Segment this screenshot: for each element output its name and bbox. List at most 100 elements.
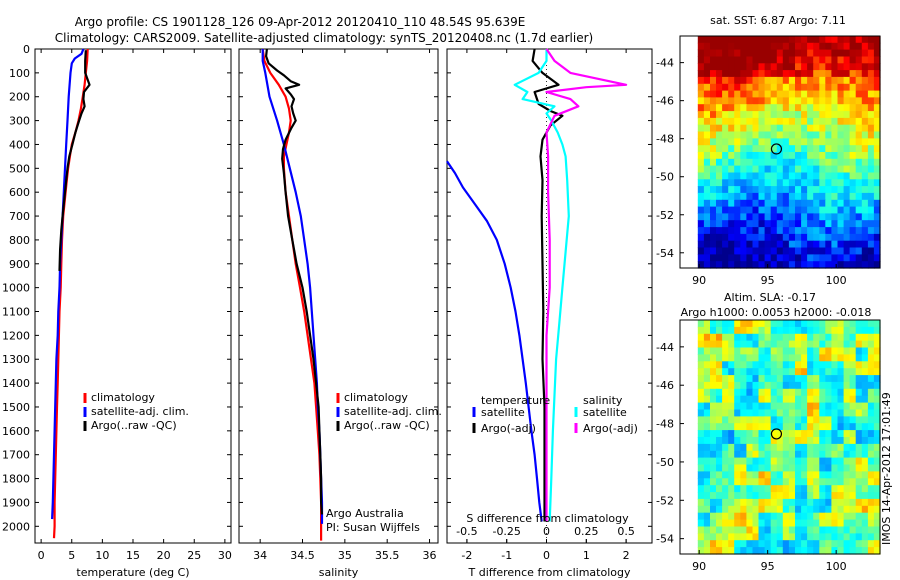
map-cell	[855, 233, 863, 242]
map-cell	[873, 145, 881, 153]
map-cell	[722, 347, 729, 355]
map-cell	[722, 492, 729, 500]
map-cell	[807, 361, 814, 369]
map-cell	[873, 347, 881, 355]
map-cell	[740, 186, 747, 194]
map-cell	[703, 443, 711, 452]
map-cell	[831, 540, 839, 548]
map-cell	[697, 111, 705, 119]
map-cell	[795, 76, 802, 85]
map-cell	[770, 505, 778, 514]
map-cell	[776, 117, 784, 126]
map-cell	[843, 540, 851, 548]
map-cell	[825, 368, 832, 376]
map-cell	[746, 505, 754, 514]
map-cell	[764, 512, 772, 521]
map-cell	[776, 56, 784, 64]
annotation-line: Argo Australia	[326, 507, 404, 520]
map-cell	[716, 254, 723, 262]
map-cell	[746, 423, 754, 431]
map-cell	[831, 111, 839, 119]
map-cell	[746, 326, 754, 335]
map-cell	[873, 90, 881, 98]
map-cell	[697, 104, 705, 112]
map-cell	[746, 76, 754, 85]
map-cell	[837, 368, 845, 376]
map-cell	[795, 90, 802, 98]
map-cell	[722, 240, 729, 249]
map-cell	[788, 450, 796, 459]
map-cell	[728, 526, 735, 534]
map-cell	[758, 395, 766, 404]
map-cell	[795, 247, 802, 255]
map-cell	[722, 450, 729, 459]
map-cell	[746, 97, 754, 105]
map-cell	[740, 333, 747, 342]
map-cell	[843, 49, 851, 57]
map-cell	[752, 254, 760, 262]
map-cell	[843, 90, 851, 98]
map-cell	[873, 388, 881, 397]
map-cell	[825, 186, 832, 194]
map-cell	[758, 547, 766, 555]
x-tick-label: 35	[338, 549, 352, 562]
map-cell	[843, 97, 851, 105]
map-cell	[801, 485, 808, 493]
map-cell	[746, 347, 754, 355]
map-cell	[782, 104, 790, 112]
map-cell	[703, 124, 711, 133]
map-cell	[819, 186, 826, 194]
map-cell	[716, 179, 723, 187]
map-cell	[849, 388, 857, 397]
map-cell	[764, 206, 772, 214]
legend-label: satellite	[481, 406, 525, 419]
map-cell	[837, 240, 845, 249]
map-cell	[764, 56, 772, 64]
map-cell	[710, 145, 717, 153]
map-cell	[710, 492, 717, 500]
map-cell	[867, 97, 875, 105]
map-cell	[843, 254, 851, 262]
map-cell	[867, 354, 875, 362]
map-cell	[795, 240, 802, 249]
map-cell	[807, 492, 814, 500]
map-cell	[788, 416, 796, 424]
series-line	[265, 48, 324, 515]
map-cell	[873, 261, 881, 269]
map-cell	[728, 36, 735, 44]
map-cell	[849, 430, 857, 438]
map-cell	[722, 402, 729, 411]
map-cell	[855, 423, 863, 431]
map-cell	[703, 381, 711, 390]
map-cell	[867, 443, 875, 452]
map-cell	[831, 172, 839, 180]
map-cell	[770, 240, 778, 249]
map-cell	[758, 450, 766, 459]
map-cell	[710, 437, 717, 445]
map-cell	[703, 354, 711, 362]
map-cell	[831, 117, 839, 126]
map-cell	[801, 457, 808, 466]
map-cell	[837, 227, 845, 235]
map-cell	[703, 199, 711, 208]
map-cell	[867, 192, 875, 201]
map-cell	[861, 158, 869, 167]
map-cell	[807, 464, 814, 472]
x-tick-label: 34.5	[290, 549, 315, 562]
map-cell	[752, 63, 760, 71]
map-cell	[819, 213, 826, 221]
map-cell	[746, 340, 754, 349]
map-cell	[697, 492, 705, 500]
map-cell	[716, 416, 723, 424]
map-cell	[831, 519, 839, 528]
map-cell	[758, 179, 766, 187]
map-cell	[813, 443, 820, 452]
map-cell	[776, 172, 784, 180]
map-cell	[861, 519, 869, 528]
map-cell	[758, 368, 766, 376]
map-cell	[722, 388, 729, 397]
map-cell	[770, 533, 778, 541]
map-cell	[697, 485, 705, 493]
map-cell	[728, 83, 735, 92]
map-cell	[873, 227, 881, 235]
